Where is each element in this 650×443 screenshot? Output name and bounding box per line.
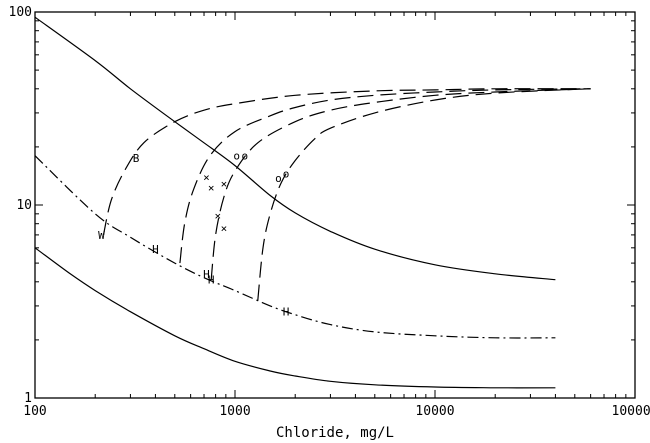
x-tick-label: 100000 bbox=[612, 404, 650, 419]
data-marker: H bbox=[208, 274, 215, 287]
data-marker: H bbox=[283, 306, 290, 319]
data-marker: o bbox=[275, 172, 282, 185]
data-marker: × bbox=[208, 182, 215, 195]
data-marker: H bbox=[152, 243, 159, 256]
series-line-3-solid bbox=[34, 247, 556, 389]
y-tick-label: 10 bbox=[16, 198, 32, 213]
y-tick-label: 1 bbox=[24, 391, 32, 406]
data-marker: o bbox=[242, 150, 249, 163]
data-marker: × bbox=[214, 210, 221, 223]
series-line-6-dashed bbox=[210, 88, 591, 280]
ticks-layer: 100 1000 10000 100000 1 10 100 bbox=[9, 5, 650, 419]
y-tick-label: 100 bbox=[9, 5, 32, 20]
x-axis-title: Chloride, mg/L bbox=[276, 425, 394, 441]
x-tick-label: 100 bbox=[23, 404, 46, 419]
data-marker: H bbox=[203, 268, 210, 281]
data-marker: × bbox=[221, 222, 228, 235]
data-marker: o bbox=[283, 167, 290, 180]
plot-frame bbox=[34, 11, 636, 399]
series-line-7-dashed bbox=[257, 88, 591, 301]
series-line-5-dashed bbox=[179, 88, 591, 264]
series-layer bbox=[34, 16, 591, 389]
data-marker: × bbox=[203, 171, 210, 184]
x-tick-label: 10000 bbox=[415, 404, 454, 419]
series-line-1-solid bbox=[34, 16, 556, 281]
series-line-4-dashed bbox=[102, 88, 591, 236]
data-marker: × bbox=[221, 178, 228, 191]
data-marker: o bbox=[233, 150, 240, 163]
data-marker: B bbox=[133, 152, 140, 165]
series-line-2-dashdot bbox=[34, 155, 556, 339]
x-tick-label: 1000 bbox=[219, 404, 250, 419]
data-marker: W bbox=[98, 229, 105, 242]
